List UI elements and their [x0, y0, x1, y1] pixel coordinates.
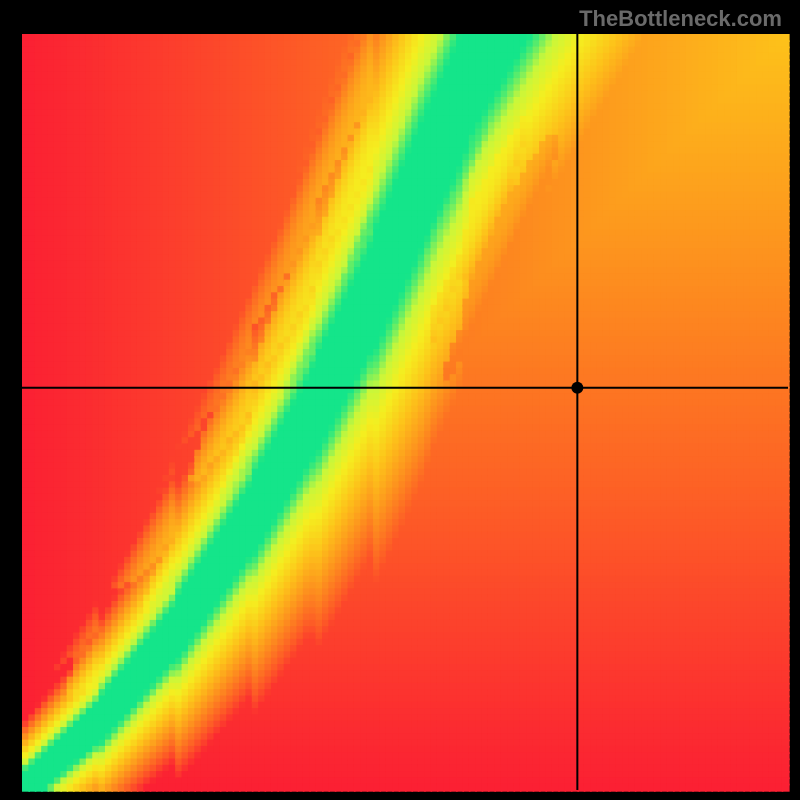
bottleneck-heatmap [0, 0, 800, 800]
chart-container: TheBottleneck.com [0, 0, 800, 800]
attribution-label: TheBottleneck.com [579, 6, 782, 32]
